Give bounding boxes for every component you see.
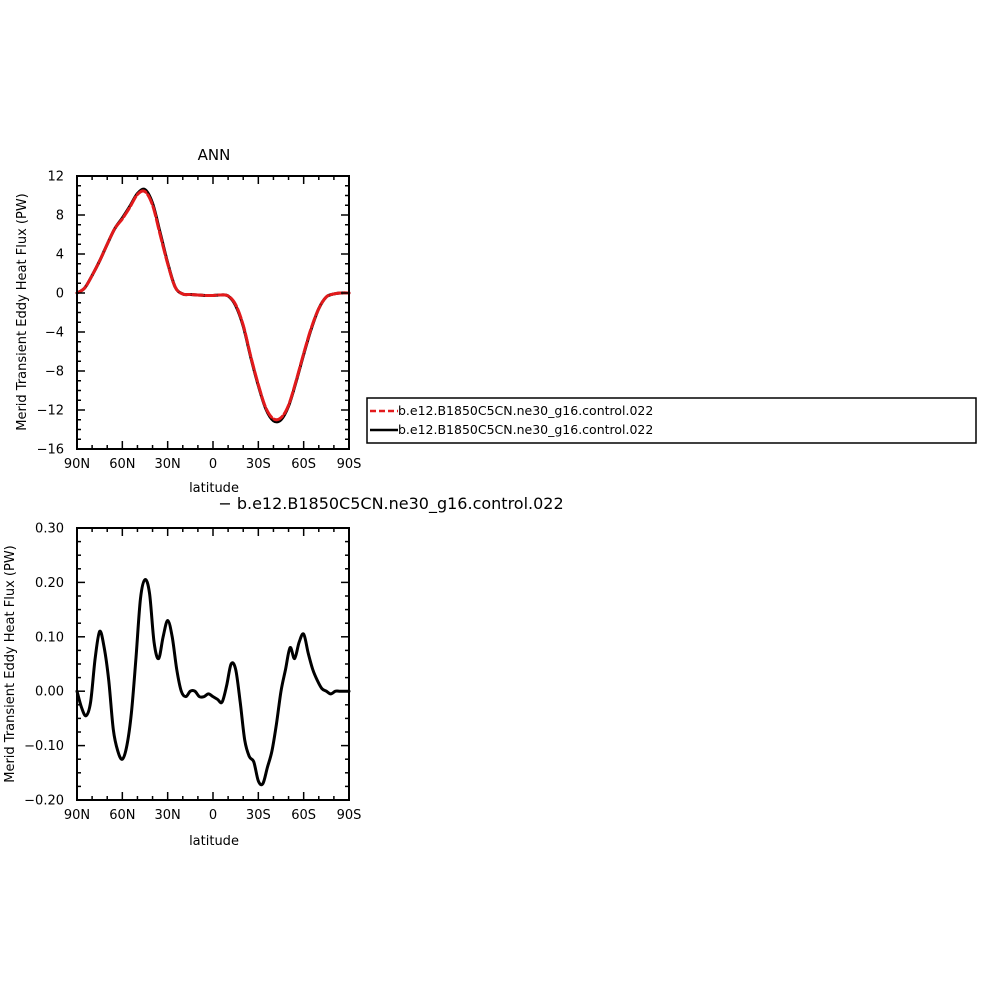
top-ticks-group: 90N 60N 30N 0 30S 60S 90S 12 8 4 0 −4 −8 −12 −16 [37, 170, 362, 473]
legend: b.e12.B1850C5CN.ne30_g16.control.022 b.e… [366, 397, 977, 444]
legend-box [366, 397, 977, 444]
bottom-y-tick-label: 0.30 [35, 522, 64, 537]
top-series-line-0 [75, 189, 351, 422]
legend-label-black: b.e12.B1850C5CN.ne30_g16.control.022 [398, 422, 653, 437]
bottom-y-tick-label: −0.10 [24, 739, 64, 754]
bottom-x-tick-label: 60N [109, 808, 135, 823]
bottom-chart-title: − b.e12.B1850C5CN.ne30_g16.control.022 [218, 494, 563, 514]
bottom-ticks-group: 90N 60N 30N 0 30S 60S 90S 0.30 0.20 0.10 0.00 −0.10… [24, 522, 361, 824]
top-x-tick-label: 0 [209, 457, 217, 472]
top-y-tick-label: −12 [37, 404, 64, 419]
top-y-tick-label: −8 [45, 365, 64, 380]
top-x-tick-label: 60S [291, 457, 316, 472]
bottom-y-tick-label: 0.20 [35, 576, 64, 591]
bottom-x-tick-label: 30S [246, 808, 271, 823]
top-y-tick-label: 0 [56, 287, 64, 302]
top-y-tick-label: 12 [47, 170, 64, 185]
legend-label-red: b.e12.B1850C5CN.ne30_g16.control.022 [398, 403, 653, 418]
bottom-series-group [75, 578, 351, 787]
top-y-axis-label: Merid Transient Eddy Heat Flux (PW) [15, 193, 30, 431]
bottom-series-line-0 [75, 578, 351, 787]
bottom-y-tick-label: 0.00 [35, 685, 64, 700]
top-x-tick-label: 90N [64, 457, 90, 472]
top-y-tick-label: 4 [56, 248, 64, 263]
top-x-tick-label: 30N [155, 457, 181, 472]
bottom-x-tick-label: 60S [291, 808, 316, 823]
top-x-tick-label: 90S [337, 457, 362, 472]
bottom-y-tick-label: −0.20 [24, 794, 64, 809]
top-y-tick-label: 8 [56, 209, 64, 224]
bottom-y-axis-label: Merid Transient Eddy Heat Flux (PW) [3, 545, 18, 783]
bottom-plot-frame [76, 527, 350, 801]
top-x-axis-label: latitude [189, 481, 239, 496]
top-x-tick-label: 30S [246, 457, 271, 472]
top-panel: ANN 90N 60N 30N 0 30S 60S 90S 12 8 4 0 −4 −8 −12 −16 l… [15, 146, 361, 496]
bottom-x-tick-label: 90N [64, 808, 90, 823]
bottom-x-tick-label: 90S [337, 808, 362, 823]
top-y-tick-label: −16 [37, 443, 64, 458]
bottom-panel: − b.e12.B1850C5CN.ne30_g16.control.022 9… [3, 494, 564, 849]
top-chart-title: ANN [198, 146, 231, 164]
bottom-y-tick-label: 0.10 [35, 630, 64, 645]
bottom-x-tick-label: 30N [155, 808, 181, 823]
bottom-x-tick-label: 0 [209, 808, 217, 823]
top-series-group [75, 187, 351, 424]
top-y-tick-label: −4 [45, 326, 64, 341]
bottom-x-axis-label: latitude [189, 834, 239, 849]
top-plot-frame [76, 175, 350, 450]
top-x-tick-label: 60N [109, 457, 135, 472]
